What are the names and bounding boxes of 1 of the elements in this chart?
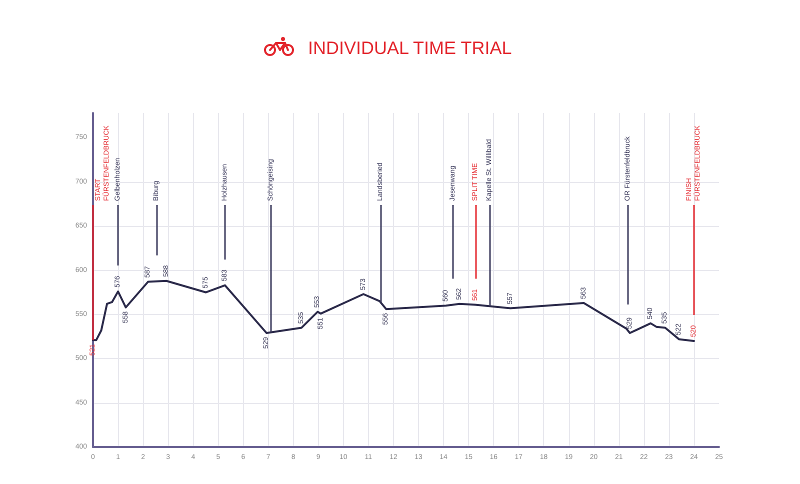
chart-title: INDIVIDUAL TIME TRIAL	[308, 38, 512, 58]
